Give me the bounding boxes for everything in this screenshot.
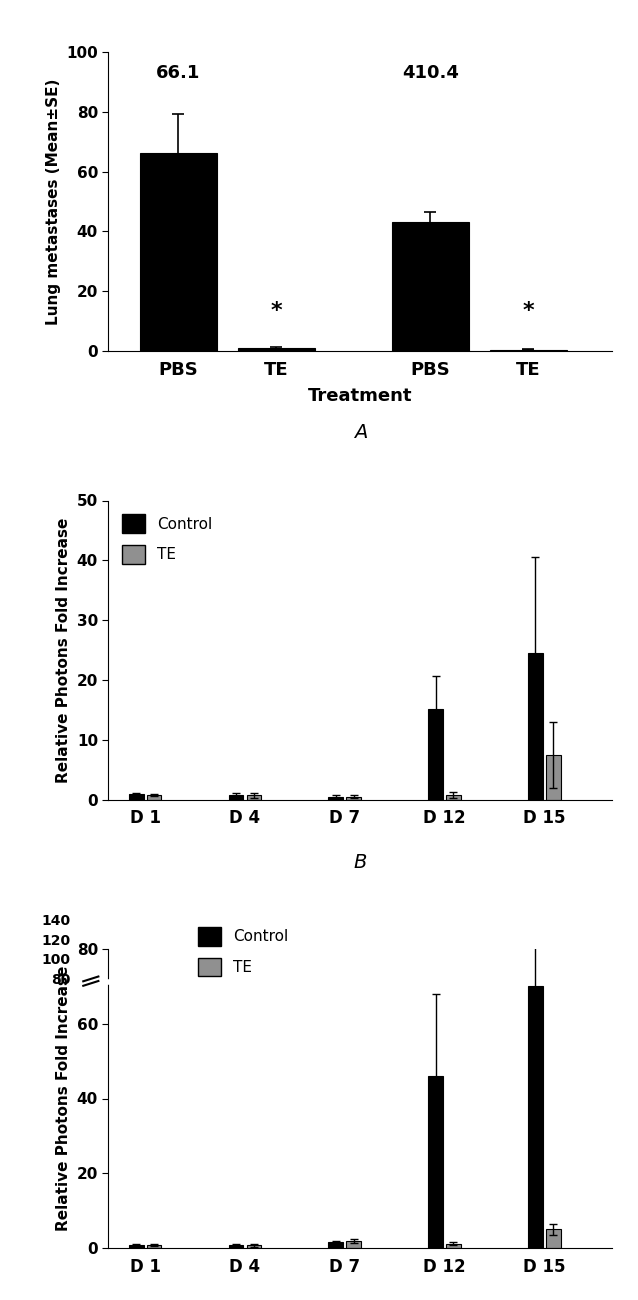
Bar: [140, 153, 217, 351]
Bar: [228, 794, 243, 800]
Bar: [490, 350, 567, 351]
Bar: [528, 987, 543, 1248]
Text: 140: 140: [41, 914, 71, 928]
Y-axis label: Relative Photons Fold Increase: Relative Photons Fold Increase: [56, 517, 71, 783]
Bar: [129, 1244, 144, 1248]
Bar: [329, 1243, 343, 1248]
Text: 100: 100: [41, 953, 71, 967]
Bar: [346, 1242, 361, 1248]
Legend: Control, TE: Control, TE: [116, 508, 219, 569]
Bar: [246, 1245, 261, 1248]
Bar: [392, 222, 469, 351]
X-axis label: Treatment: Treatment: [308, 387, 413, 406]
Bar: [329, 797, 343, 800]
Bar: [428, 1076, 443, 1248]
Y-axis label: Lung metastases (Mean±SE): Lung metastases (Mean±SE): [46, 78, 61, 325]
Bar: [446, 796, 461, 800]
Bar: [147, 1245, 161, 1248]
Y-axis label: Relative Photons Fold Increase: Relative Photons Fold Increase: [56, 966, 71, 1231]
Bar: [346, 797, 361, 800]
Text: A: A: [354, 422, 367, 442]
Bar: [147, 794, 161, 800]
Legend: Control, TE: Control, TE: [191, 920, 294, 983]
Text: *: *: [523, 302, 534, 321]
Text: 66.1: 66.1: [156, 64, 200, 82]
Bar: [545, 754, 561, 800]
Text: 120: 120: [41, 933, 71, 948]
Bar: [428, 708, 443, 800]
Bar: [446, 1244, 461, 1248]
Bar: [238, 348, 315, 351]
Text: *: *: [271, 302, 282, 321]
Text: B: B: [354, 853, 367, 872]
Text: 410.4: 410.4: [402, 64, 459, 82]
Bar: [228, 1245, 243, 1248]
Bar: [246, 796, 261, 800]
Bar: [129, 794, 144, 800]
Bar: [528, 653, 543, 800]
Bar: [545, 1230, 561, 1248]
Text: 80: 80: [51, 974, 71, 988]
